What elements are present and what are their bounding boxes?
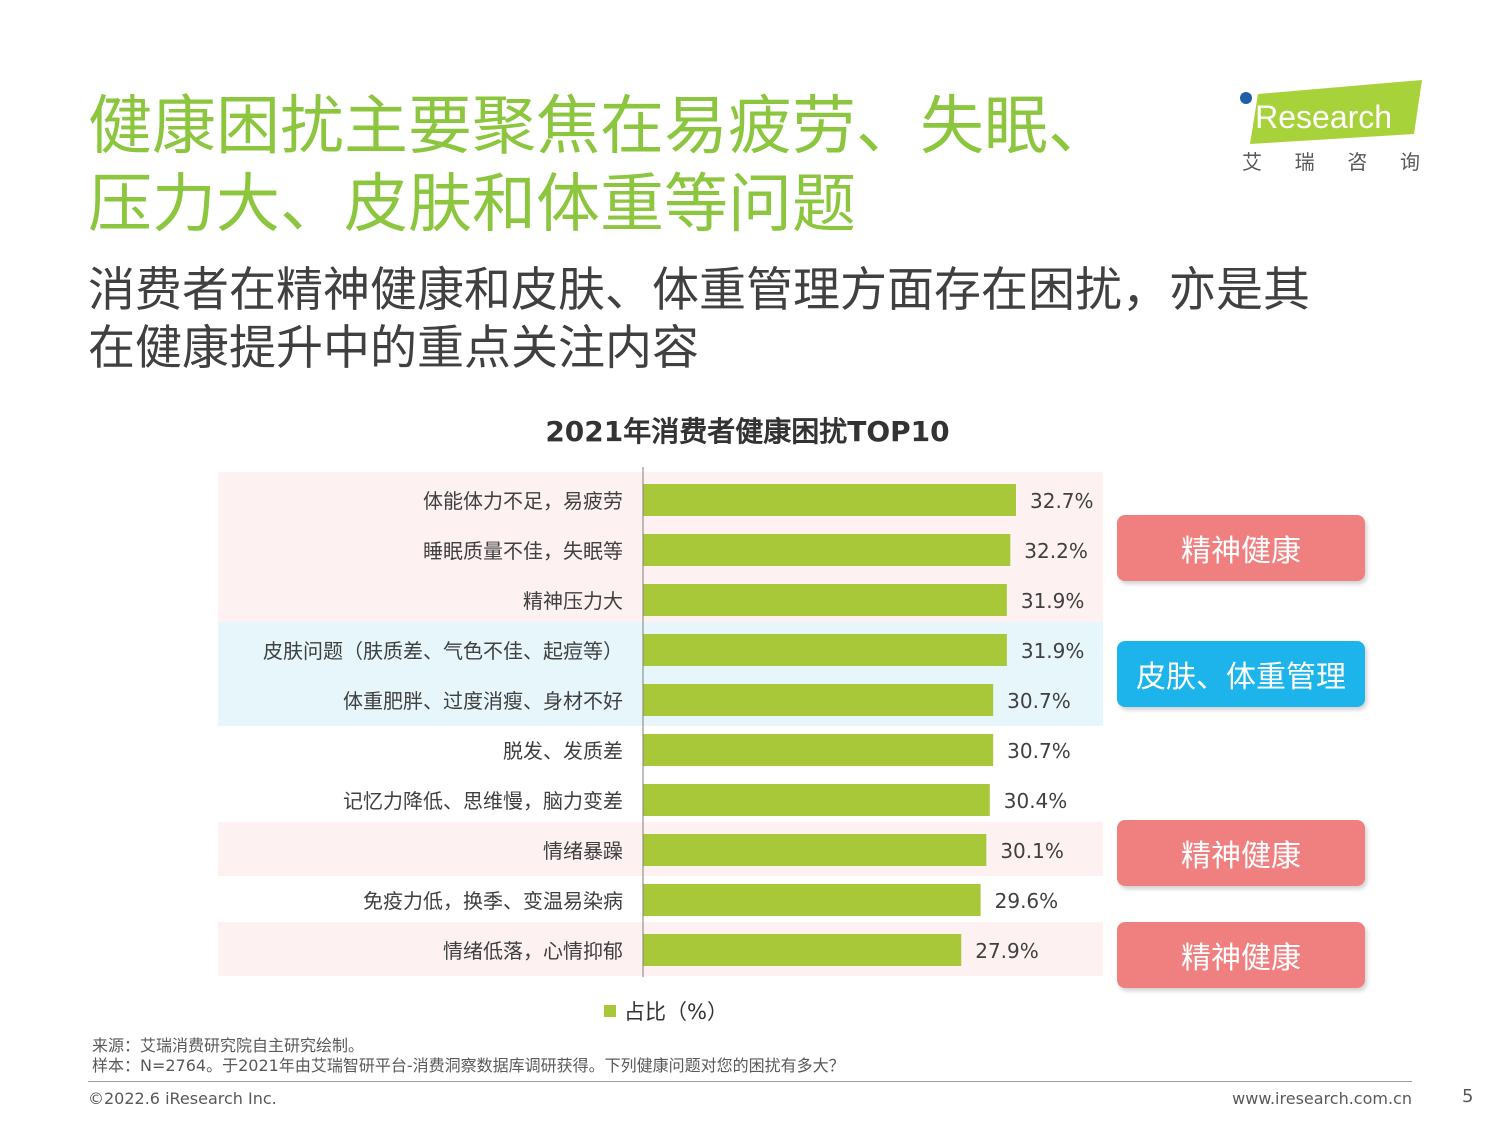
- data-label: 32.2%: [1024, 539, 1088, 563]
- data-label: 29.6%: [995, 889, 1059, 913]
- bar: [643, 484, 1016, 516]
- data-label: 27.9%: [975, 939, 1039, 963]
- page-subtitle: 消费者在精神健康和皮肤、体重管理方面存在困扰，亦是其 在健康提升中的重点关注内容: [88, 262, 1428, 378]
- footer-divider: [88, 1081, 1412, 1082]
- tag-mental-health: 精神健康: [1117, 515, 1365, 581]
- chart-legend: 占比（%）: [604, 996, 728, 1026]
- tag-mental-health: 精神健康: [1117, 922, 1365, 988]
- source-note: 来源：艾瑞消费研究院自主研究绘制。: [92, 1036, 365, 1055]
- legend-swatch: [604, 1005, 616, 1017]
- data-label: 31.9%: [1021, 639, 1085, 663]
- page-title-line1: 健康困扰主要聚焦在易疲劳、失眠、: [88, 90, 1112, 164]
- data-label: 30.1%: [1000, 839, 1064, 863]
- category-label: 免疫力低，换季、变温易染病: [363, 889, 623, 913]
- data-label: 30.4%: [1004, 789, 1068, 813]
- category-label: 脱发、发质差: [503, 739, 623, 763]
- logo-brand-text: iResearch: [1248, 99, 1392, 135]
- page-subtitle-line1: 消费者在精神健康和皮肤、体重管理方面存在困扰，亦是其: [88, 263, 1310, 318]
- logo-cn-char: 询: [1399, 150, 1420, 174]
- bar-chart: 体能体力不足，易疲劳 32.7% 睡眠质量不佳，失眠等 32.2% 精神压力大 31.9%…: [218, 467, 1103, 977]
- category-label: 情绪暴躁: [543, 839, 623, 863]
- category-label: 睡眠质量不佳，失眠等: [423, 539, 623, 563]
- page-title: 健康困扰主要聚焦在易疲劳、失眠、 压力大、皮肤和体重等问题: [88, 88, 1188, 244]
- bar: [643, 734, 994, 766]
- iresearch-logo: iResearch: [1240, 80, 1422, 144]
- data-label: 30.7%: [1007, 689, 1071, 713]
- data-label: 32.7%: [1030, 489, 1094, 513]
- logo-cn-char: 瑞: [1294, 150, 1315, 174]
- bar: [643, 684, 994, 716]
- logo-cn-char: 咨: [1347, 150, 1368, 174]
- category-label: 体重肥胖、过度消瘦、身材不好: [343, 689, 623, 713]
- bar: [643, 934, 962, 966]
- bar: [643, 534, 1011, 566]
- bar: [643, 784, 990, 816]
- category-label: 记忆力降低、思维慢，脑力变差: [343, 789, 623, 813]
- legend-label: 占比（%）: [624, 1000, 728, 1024]
- category-label: 皮肤问题（肤质差、气色不佳、起痘等）: [263, 639, 623, 663]
- logo-chinese-name: 艾 瑞 咨 询: [1236, 146, 1426, 175]
- bar: [643, 634, 1007, 666]
- bar: [643, 834, 987, 866]
- data-label: 30.7%: [1007, 739, 1071, 763]
- sample-note: 样本：N=2764。于2021年由艾瑞智研平台-消费洞察数据库调研获得。下列健康…: [92, 1056, 845, 1075]
- data-label: 31.9%: [1021, 589, 1085, 613]
- logo-cn-char: 艾: [1242, 150, 1262, 174]
- copyright: ©2022.6 iResearch Inc.: [88, 1089, 277, 1108]
- bar: [643, 884, 981, 916]
- footnotes: 来源：艾瑞消费研究院自主研究绘制。 样本：N=2764。于2021年由艾瑞智研平…: [92, 1036, 845, 1076]
- tag-mental-health: 精神健康: [1117, 820, 1365, 886]
- chart-title: 2021年消费者健康困扰TOP10: [545, 415, 950, 448]
- website-link[interactable]: www.iresearch.com.cn: [1232, 1089, 1412, 1108]
- page-title-line2: 压力大、皮肤和体重等问题: [88, 168, 856, 242]
- page-number: 5: [1462, 1086, 1474, 1107]
- category-label: 情绪低落，心情抑郁: [443, 939, 623, 963]
- category-label: 体能体力不足，易疲劳: [423, 489, 623, 513]
- page-subtitle-line2: 在健康提升中的重点关注内容: [88, 321, 699, 376]
- bar: [643, 584, 1007, 616]
- tag-skin-weight: 皮肤、体重管理: [1117, 641, 1365, 707]
- category-label: 精神压力大: [523, 589, 623, 613]
